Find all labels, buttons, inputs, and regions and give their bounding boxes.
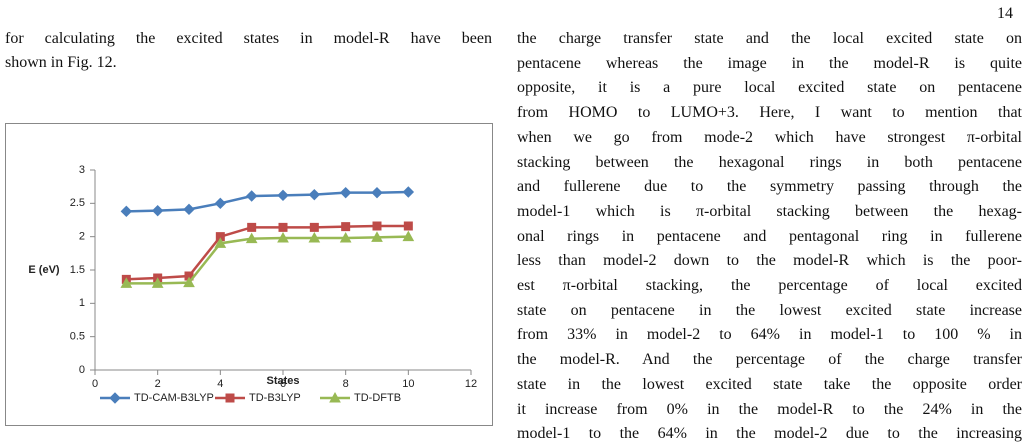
data-point <box>277 231 289 243</box>
data-point <box>214 237 227 248</box>
text-line: onal rings in pentacene and pentagonal r… <box>517 227 1022 245</box>
x-tick-label: 10 <box>402 378 414 390</box>
legend-label: TD-B3LYP <box>249 392 301 404</box>
data-point <box>151 277 164 288</box>
series-line <box>126 235 409 285</box>
text-line: from HOMO to LUMO+3. Here, I want to men… <box>517 104 1022 122</box>
y-tick-label: 1.5 <box>70 264 85 276</box>
chart-frame <box>5 123 493 426</box>
y-tick-label: 0 <box>79 364 85 376</box>
text-line: stacking between the hexagonal rings in … <box>517 153 1022 171</box>
text-line: less than model-2 down to the model-R wh… <box>517 252 1022 270</box>
text-line: the charge transfer state and the local … <box>517 30 1022 47</box>
legend-marker <box>109 392 121 404</box>
text-line: when we go from mode-2 which have strong… <box>517 128 1022 146</box>
text-line: shown in Fig. 12. <box>5 53 117 71</box>
data-point <box>341 222 351 232</box>
legend-marker <box>225 393 235 403</box>
y-tick-label: 2 <box>79 231 85 243</box>
x-tick-label: 6 <box>280 378 286 390</box>
data-point <box>308 188 321 201</box>
data-point <box>403 221 413 231</box>
data-point <box>183 203 195 216</box>
data-point <box>402 186 415 198</box>
text-line: opposite, it is a pure local excited sta… <box>517 79 1022 97</box>
text-line: and fullerene due to the symmetry passin… <box>517 178 1022 196</box>
x-axis-title: States <box>266 375 299 387</box>
data-point <box>245 232 258 244</box>
x-tick-label: 12 <box>465 378 477 390</box>
text-line: it increase from 0% in the model-R to th… <box>517 400 1022 418</box>
series-line <box>126 224 409 281</box>
x-tick-label: 0 <box>92 378 98 390</box>
text-line: model-1 which is π-orbital stacking betw… <box>517 202 1022 220</box>
data-point <box>214 197 227 210</box>
text-line: state in the lowest excited state take t… <box>517 375 1022 393</box>
data-point <box>339 186 352 199</box>
data-point <box>120 277 133 288</box>
data-point <box>247 222 257 232</box>
text-line: for calculating the excited states in mo… <box>5 30 492 47</box>
data-point <box>278 222 288 232</box>
data-point <box>151 204 164 217</box>
legend-label: TD-DFTB <box>354 392 401 404</box>
x-tick-label: 8 <box>343 378 349 390</box>
text-line: est π-orbital stacking, the percentage o… <box>517 277 1022 294</box>
chart: E (eV) States 0 0.5 1 1.5 2 2.5 3 0 2 4 6 8 10 12 TD-C… <box>5 123 493 426</box>
data-point <box>309 222 319 232</box>
data-point <box>215 232 225 242</box>
text-line: state on pentacene in the lowest excited… <box>517 301 1022 319</box>
data-point <box>339 231 352 243</box>
data-point <box>184 271 194 281</box>
text-line: from 33% in model-2 to 64% in model-1 to… <box>517 326 1022 344</box>
y-tick-label: 2.5 <box>70 197 85 209</box>
data-point <box>183 276 195 288</box>
data-point <box>371 186 383 199</box>
y-tick-label: 0.5 <box>70 331 85 343</box>
text-line: model-1 to the 64% in the model-2 due to… <box>517 425 1022 443</box>
x-tick-label: 2 <box>155 378 161 390</box>
y-tick-label: 3 <box>79 164 85 176</box>
data-point <box>402 230 415 242</box>
data-point <box>245 190 258 202</box>
y-axis-title: E (eV) <box>28 264 60 276</box>
data-point <box>372 221 382 231</box>
series-line <box>126 190 409 213</box>
page-number: 14 <box>997 5 1013 22</box>
y-tick-label: 1 <box>79 297 85 309</box>
data-point <box>277 189 289 202</box>
legend-marker <box>329 391 341 403</box>
data-point <box>120 205 133 218</box>
text-line: the model-R. And the percentage of the c… <box>517 351 1022 369</box>
data-point <box>308 231 321 243</box>
x-tick-label: 4 <box>217 378 223 390</box>
text-line: pentacene whereas the image in the model… <box>517 54 1022 72</box>
data-point <box>371 231 383 242</box>
legend-label: TD-CAM-B3LYP <box>134 392 214 404</box>
